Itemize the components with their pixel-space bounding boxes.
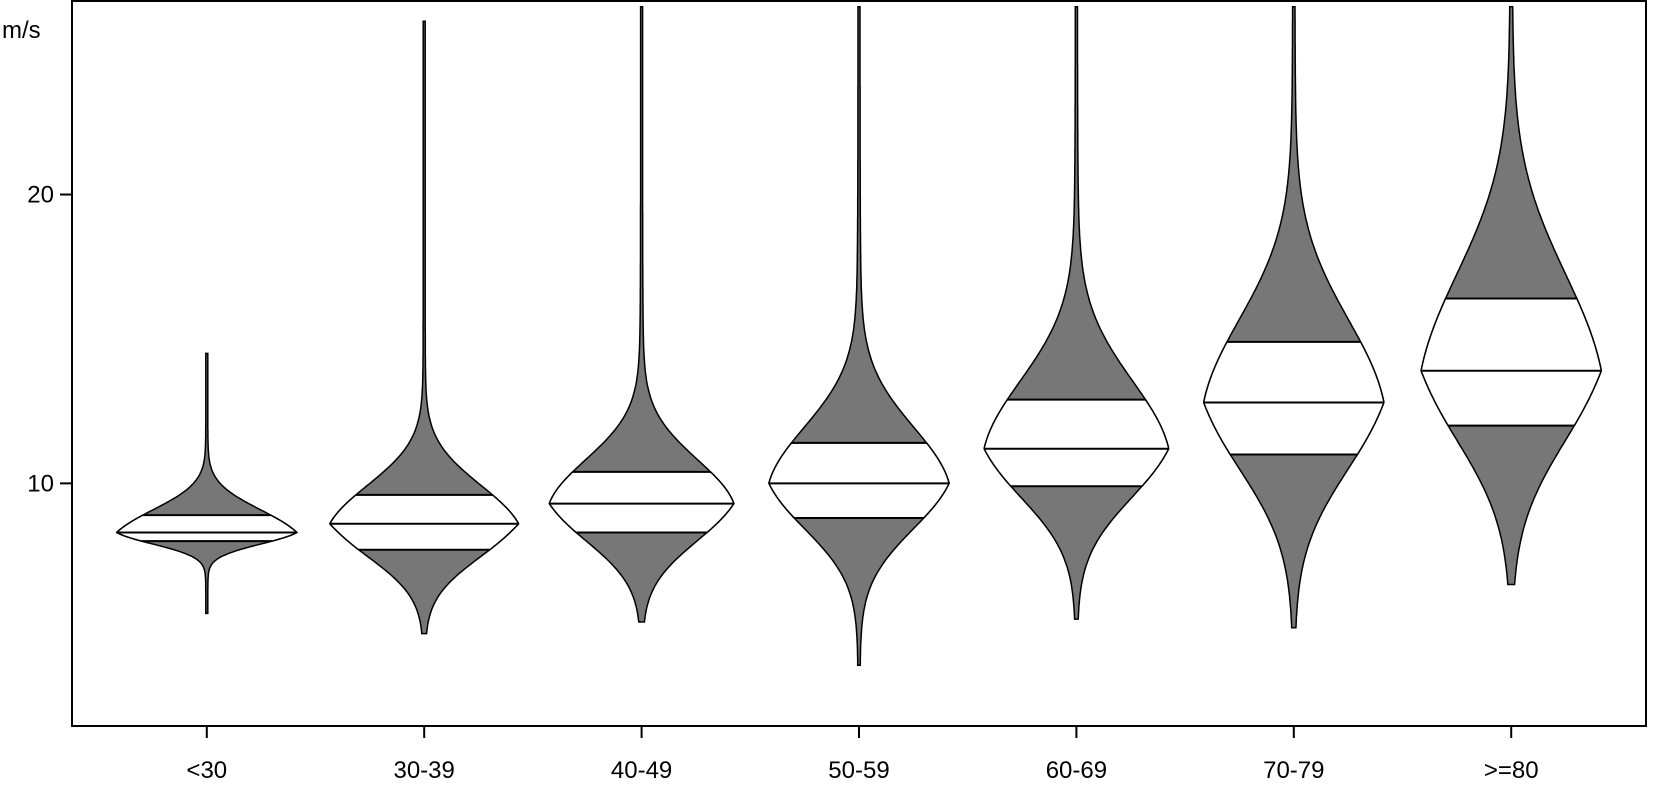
violin-3	[548, 6, 735, 623]
y-tick-label: 20	[27, 182, 54, 209]
y-axis: 10 20	[27, 182, 72, 497]
violin-6	[1202, 6, 1385, 629]
violins-layer	[115, 6, 1603, 667]
violin-outer-body	[983, 6, 1170, 620]
violin-5	[983, 6, 1170, 620]
violin-outer-body	[549, 6, 734, 623]
violin-interquartile-region	[1420, 297, 1603, 427]
x-tick-label: 60-69	[1046, 757, 1107, 784]
violin-interquartile-region	[548, 471, 735, 534]
x-tick-label: 40-49	[611, 757, 672, 784]
violin-1	[115, 352, 299, 615]
violin-interquartile-region	[983, 398, 1170, 488]
y-axis-unit-label: m/s	[2, 17, 41, 44]
violin-interquartile-region	[329, 494, 520, 551]
violin-interquartile-region	[1202, 341, 1385, 456]
violin-outer-body	[116, 352, 298, 615]
x-tick-label: >=80	[1484, 757, 1539, 784]
violin-7	[1420, 6, 1603, 586]
x-tick-label: 30-39	[393, 757, 454, 784]
x-axis: <30 30-39 40-49 50-59 60-69 70-79 >=80	[186, 725, 1539, 784]
x-tick-label: <30	[186, 757, 227, 784]
x-tick-label: 70-79	[1263, 757, 1324, 784]
x-tick-label: 50-59	[828, 757, 889, 784]
y-tick-label: 10	[27, 470, 54, 497]
violin-outer-body	[1203, 6, 1385, 629]
violin-2	[329, 20, 520, 635]
violin-outer-body	[1420, 6, 1602, 586]
violin-interquartile-region	[115, 514, 299, 542]
violin-outer-body	[329, 20, 519, 635]
violin-4	[768, 6, 950, 667]
violin-interquartile-region	[768, 442, 950, 519]
violin-outer-body	[768, 6, 950, 667]
